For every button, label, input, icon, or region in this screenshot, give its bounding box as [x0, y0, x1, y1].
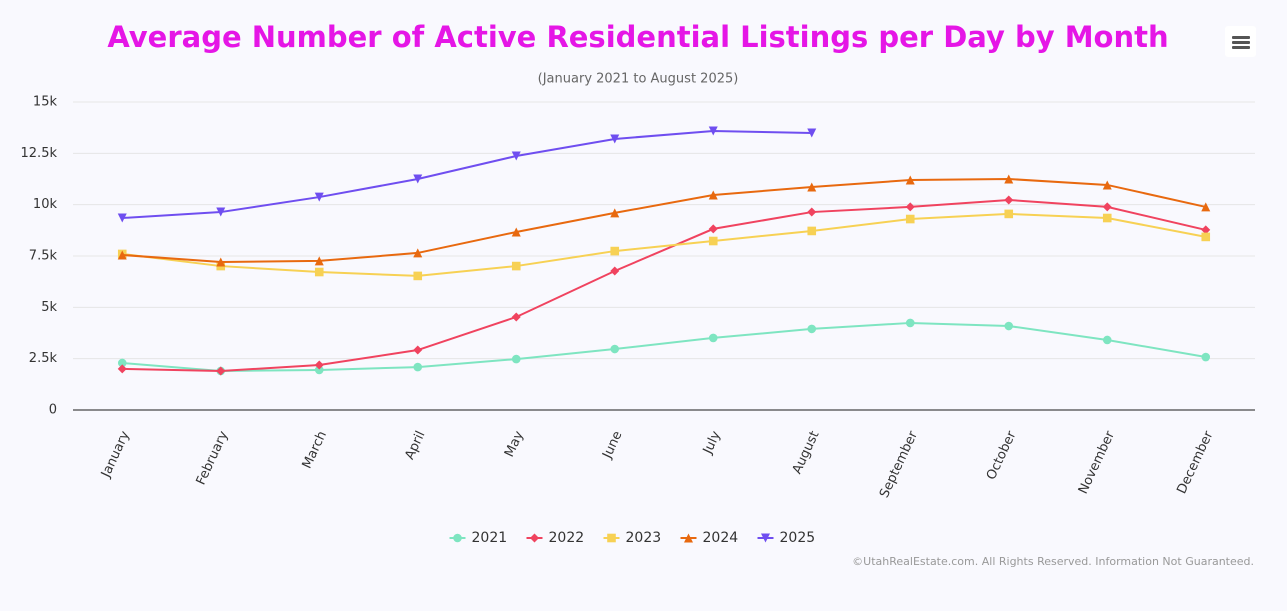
marker [1102, 213, 1112, 223]
series [117, 209, 1211, 281]
marker [216, 257, 226, 267]
marker [314, 360, 324, 370]
marker [1102, 335, 1112, 345]
marker [610, 266, 620, 276]
marker [117, 358, 127, 368]
marker [413, 271, 423, 281]
marker [511, 151, 521, 161]
legend-marker [607, 533, 616, 543]
marker [511, 227, 521, 237]
y-tick-label: 10k [33, 197, 58, 212]
y-tick-label: 7.5k [29, 249, 58, 264]
marker [511, 261, 521, 271]
marker [413, 174, 423, 184]
x-tick-label: July [700, 429, 724, 458]
marker [610, 246, 620, 256]
marker [413, 248, 423, 258]
marker [216, 207, 226, 217]
x-tick-label: November [1076, 428, 1118, 496]
marker [117, 213, 127, 223]
menu-button[interactable] [1225, 26, 1256, 57]
marker [511, 354, 521, 364]
marker [314, 267, 324, 277]
marker [413, 362, 423, 372]
legend-marker [684, 533, 693, 543]
x-tick-label: February [194, 429, 232, 488]
y-tick-label: 2.5k [29, 351, 58, 366]
marker [216, 366, 226, 376]
legend-marker [530, 533, 539, 543]
chart-title: Average Number of Active Residential Lis… [107, 20, 1168, 54]
menu-bar[interactable] [1232, 36, 1250, 39]
marker [1201, 225, 1211, 235]
y-tick-label: 15k [33, 95, 58, 110]
x-tick-label: August [790, 429, 823, 477]
marker [1201, 352, 1211, 362]
marker [807, 226, 817, 236]
marker [708, 190, 718, 200]
marker [807, 182, 817, 192]
marker [117, 250, 127, 260]
credits: ©UtahRealEstate.com. All Rights Reserved… [852, 555, 1254, 568]
marker [708, 333, 718, 343]
x-tick-label: January [98, 429, 133, 481]
x-tick-label: October [984, 428, 1020, 482]
marker [807, 207, 817, 217]
marker [1004, 174, 1014, 184]
series [117, 195, 1211, 376]
y-tick-label: 12.5k [21, 146, 58, 161]
x-tick-label: April [402, 429, 428, 462]
series-line [122, 321, 1206, 372]
marker [708, 224, 718, 234]
marker [117, 364, 127, 374]
x-tick-label: May [502, 429, 527, 460]
series-line [122, 177, 1206, 263]
marker [905, 214, 915, 224]
marker [1102, 180, 1112, 190]
series [117, 126, 817, 223]
y-tick-label: 0 [49, 403, 57, 418]
x-tick-label: September [877, 428, 921, 500]
marker [708, 126, 718, 136]
legend-marker [453, 533, 462, 543]
marker [610, 208, 620, 218]
menu-bar[interactable] [1232, 41, 1250, 44]
chart-subtitle: (January 2021 to August 2025) [538, 72, 739, 87]
legend-label: 2021 [472, 530, 508, 546]
marker [511, 312, 521, 322]
x-tick-label: June [600, 429, 626, 462]
marker [1201, 202, 1211, 212]
marker [807, 324, 817, 334]
marker [1004, 209, 1014, 219]
marker [905, 318, 915, 328]
marker [905, 175, 915, 185]
legend-label: 2023 [626, 530, 662, 546]
marker [1102, 202, 1112, 212]
marker [905, 202, 915, 212]
x-tick-label: March [300, 429, 330, 471]
series-line [122, 129, 812, 220]
marker [314, 365, 324, 375]
marker [708, 236, 718, 246]
marker [314, 256, 324, 266]
marker [413, 345, 423, 355]
series [117, 174, 1211, 267]
marker [807, 128, 817, 138]
marker [314, 192, 324, 202]
y-tick-label: 5k [41, 300, 57, 315]
marker [1004, 321, 1014, 331]
menu-bar[interactable] [1232, 46, 1250, 49]
marker [1201, 232, 1211, 242]
x-tick-label: December [1174, 428, 1216, 496]
marker [610, 344, 620, 354]
legend-label: 2025 [780, 530, 816, 546]
marker [610, 134, 620, 144]
legend-label: 2024 [703, 530, 739, 546]
series-line [122, 198, 1206, 372]
legend-marker [761, 533, 770, 543]
marker [1004, 195, 1014, 205]
series-line [122, 212, 1206, 277]
legend-label: 2022 [549, 530, 585, 546]
